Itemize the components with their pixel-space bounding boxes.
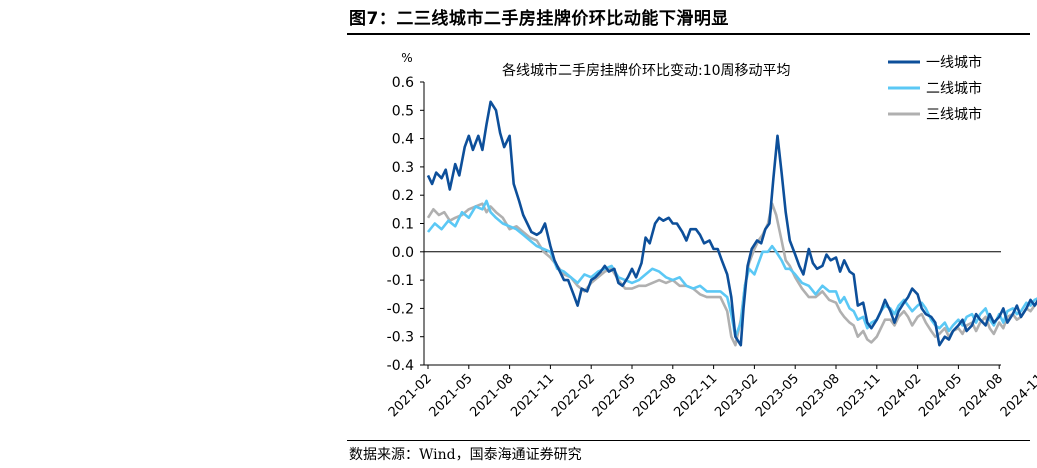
y-tick-label: -0.3 xyxy=(387,330,414,346)
x-tick-label: 2022-02 xyxy=(549,371,598,420)
x-tick-label: 2024-02 xyxy=(875,371,924,420)
y-tick-label: 0.3 xyxy=(392,160,414,176)
x-tick-label: 2023-05 xyxy=(753,371,802,420)
x-axis: 2021-022021-052021-082021-112022-022022-… xyxy=(386,364,1037,420)
x-tick-label: 2021-02 xyxy=(386,371,435,420)
chart-title: 各线城市二手房挂牌价环比变动:10周移动平均 xyxy=(502,62,791,79)
y-tick-label: 0.1 xyxy=(392,217,414,233)
y-tick-label: 0.6 xyxy=(392,75,414,91)
y-axis-unit-label: % xyxy=(401,51,412,65)
x-tick-label: 2021-11 xyxy=(508,371,557,420)
legend-label: 二线城市 xyxy=(926,80,982,97)
data-source-note: 数据来源：Wind，国泰海通证券研究 xyxy=(349,447,582,463)
y-axis: -0.4 -0.3 -0.2 -0.1 0.0 0.1 0.2 0.3 0.4 0.5 0.6 xyxy=(387,75,425,374)
x-tick-label: 2022-05 xyxy=(590,371,639,420)
x-tick-label: 2021-05 xyxy=(427,371,476,420)
y-tick-label: 0.5 xyxy=(392,103,414,119)
figure-title: 图7：二三线城市二手房挂牌价环比动能下滑明显 xyxy=(349,9,729,29)
x-tick-label: 2022-11 xyxy=(671,371,720,420)
y-tick-label: 0.2 xyxy=(392,188,414,204)
y-tick-label: 0.4 xyxy=(392,132,414,148)
y-tick-label: -0.2 xyxy=(387,301,414,317)
series-line-1 xyxy=(426,100,1037,347)
bottom-rule xyxy=(347,440,1030,441)
x-tick-label: 2024-08 xyxy=(957,371,1006,420)
x-tick-label: 2023-02 xyxy=(712,371,761,420)
legend-label: 一线城市 xyxy=(926,54,982,71)
y-tick-label: 0.0 xyxy=(392,245,414,261)
legend-label: 三线城市 xyxy=(926,106,982,123)
y-tick-label: -0.1 xyxy=(387,273,414,289)
y-tick-label: -0.4 xyxy=(387,358,414,374)
top-rule xyxy=(347,33,1030,35)
series-group xyxy=(426,100,1037,347)
x-tick-label: 2021-08 xyxy=(467,371,516,420)
x-tick-label: 2024-11 xyxy=(998,371,1037,420)
x-tick-label: 2023-11 xyxy=(835,371,884,420)
x-tick-label: 2023-08 xyxy=(794,371,843,420)
x-tick-label: 2022-08 xyxy=(631,371,680,420)
x-tick-label: 2024-05 xyxy=(916,371,965,420)
